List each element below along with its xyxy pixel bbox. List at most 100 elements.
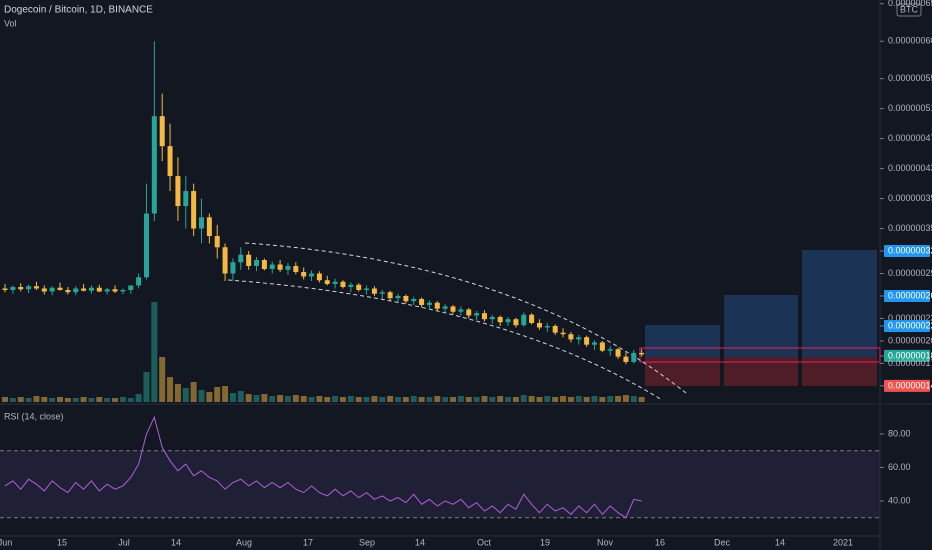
candle-body	[364, 288, 370, 290]
candle-body	[466, 309, 472, 316]
candle-body	[151, 116, 157, 214]
candle-body	[277, 264, 283, 270]
volume-bar	[355, 397, 362, 402]
time-label: 15	[57, 537, 67, 547]
candle-body	[552, 325, 558, 333]
volume-bar	[261, 394, 268, 402]
volume-bar	[536, 397, 543, 402]
volume-bar	[575, 396, 582, 402]
volume-bar	[198, 390, 205, 402]
candle-body	[529, 314, 535, 323]
candle-body	[332, 281, 338, 284]
candle-body	[49, 287, 55, 292]
candle-body	[143, 213, 149, 278]
volume-bar	[57, 397, 64, 402]
candle-body	[340, 281, 346, 287]
candle-body	[191, 191, 197, 229]
volume-bar	[473, 397, 480, 402]
volume-bar	[489, 397, 496, 402]
volume-bar	[159, 357, 166, 402]
volume-bar	[497, 396, 504, 402]
candle-body	[81, 288, 87, 291]
candle-body	[33, 286, 39, 289]
candle-body	[238, 254, 244, 263]
volume-bar	[505, 397, 512, 402]
candle-body	[497, 316, 503, 323]
candle-body	[254, 260, 260, 267]
candle-body	[128, 285, 134, 290]
time-label: 17	[303, 537, 313, 547]
volume-bar	[481, 396, 488, 402]
volume-bar	[434, 396, 441, 402]
candle-body	[285, 266, 291, 270]
currency-label[interactable]: BTC	[900, 4, 919, 14]
candle-body	[301, 271, 307, 277]
candle-body	[2, 288, 8, 290]
candle-body	[18, 286, 24, 290]
time-label: Dec	[714, 537, 731, 547]
volume-bar	[119, 397, 126, 402]
channel-upper	[244, 242, 687, 394]
rsi-title: RSI (14, close)	[4, 411, 64, 421]
candle-body	[481, 313, 487, 320]
volume-bar	[88, 398, 95, 402]
price-badge	[884, 379, 930, 392]
rsi-line	[4, 415, 642, 519]
price-label: 0.00000065	[888, 0, 932, 8]
volume-bar	[253, 395, 260, 402]
candle-body	[434, 302, 440, 309]
volume-bar	[615, 396, 622, 402]
candle-body	[458, 309, 464, 312]
candle-body	[316, 273, 322, 281]
volume-bar	[607, 396, 614, 402]
candle-body	[387, 292, 393, 299]
volume-bar	[41, 397, 48, 402]
volume-label: Vol	[4, 18, 17, 28]
volume-bar	[520, 395, 527, 402]
volume-bar	[379, 397, 386, 402]
price-label: 0.00000043	[888, 163, 932, 173]
currency-badge[interactable]	[896, 3, 922, 17]
price-label: 0.00000035	[888, 223, 932, 233]
stop-box	[724, 357, 798, 386]
volume-bar	[143, 372, 150, 402]
candle-body	[411, 298, 417, 302]
candle-body	[450, 306, 456, 312]
rsi-band	[0, 450, 880, 518]
candle-body	[167, 146, 173, 177]
candle-body	[513, 319, 519, 326]
candle-body	[599, 342, 605, 351]
candle-body	[261, 260, 267, 269]
symbol-title: Dogecoin / Bitcoin, 1D, BINANCE	[4, 5, 153, 16]
volume-bar	[450, 397, 457, 402]
candle-body	[348, 284, 354, 287]
candle-body	[426, 302, 432, 305]
volume-bar	[300, 396, 307, 402]
rsi-label: 40.00	[888, 495, 911, 505]
candle-body	[88, 287, 94, 291]
candle-body	[576, 337, 582, 340]
target-box	[802, 250, 877, 357]
volume-bar	[512, 397, 519, 402]
candle-body	[41, 288, 47, 292]
volume-bar	[560, 396, 567, 402]
volume-bar	[622, 395, 629, 402]
volume-bar	[72, 398, 79, 402]
volume-bar	[638, 397, 645, 402]
volume-bar	[308, 397, 315, 402]
candle-body	[112, 289, 118, 292]
price-badge	[884, 349, 930, 362]
candle-body	[419, 298, 425, 305]
volume-bar	[402, 397, 409, 402]
time-label: 2021	[833, 537, 853, 547]
price-label: 0.00000047	[888, 133, 932, 143]
candle-body	[474, 313, 480, 316]
candle-body	[536, 322, 542, 328]
price-badge	[884, 319, 930, 332]
volume-bar	[630, 396, 637, 402]
candle-body	[521, 314, 527, 326]
volume-bar	[96, 397, 103, 402]
target-box	[724, 295, 798, 357]
volume-bar	[206, 392, 213, 402]
volume-bar	[544, 396, 551, 402]
